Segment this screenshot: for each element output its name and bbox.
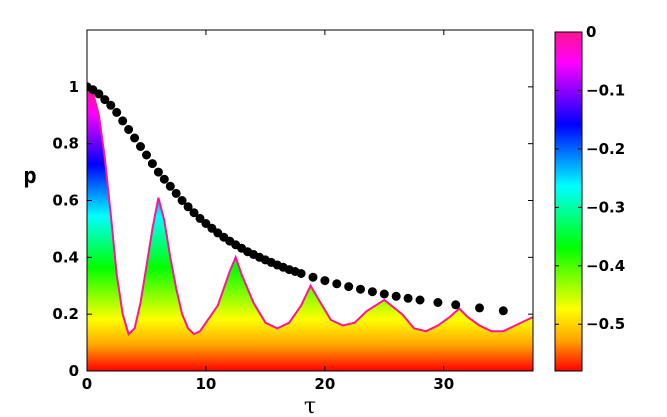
scatter-point [183,202,193,212]
scatter-point [356,284,365,294]
x-tick-label: 30 [433,375,454,393]
y-axis-ticks: 0 0.2 0.4 0.6 0.8 1 [52,78,533,380]
colorbar-tick-label: −0.4 [586,257,625,275]
colorbar-ticks: 0 −0.1 −0.2 −0.3 −0.4 −0.5 [555,23,625,333]
scatter-point [415,295,425,305]
y-tick-label: 0.8 [52,135,79,153]
scatter-point [165,181,175,191]
scatter-point [498,306,508,316]
y-tick-label: 0 [69,362,79,380]
colorbar-tick-label: −0.3 [586,198,625,216]
scatter-point [130,133,140,143]
filled-envelope-layer [87,86,533,371]
scatter-point [136,142,145,151]
scatter-point [159,174,169,184]
scatter-point [112,107,122,117]
scatter-point [201,219,211,228]
scatter-point [308,272,318,282]
scatter-dots-layer [87,82,508,316]
x-tick-label: 0 [82,375,92,393]
scatter-point [177,196,187,205]
colorbar [554,31,583,372]
scatter-point [195,213,205,223]
colorbar-tick-label: −0.2 [586,140,625,158]
colorbar-tick-label: −0.5 [586,315,625,333]
scatter-point [171,188,181,198]
envelope-top-edge [87,86,533,336]
x-tick-label: 20 [314,375,335,393]
scatter-point [379,289,389,299]
scatter-point [391,291,401,301]
scatter-point [100,95,110,105]
scatter-point [403,293,413,303]
scatter-point [189,208,199,218]
scatter-point [153,167,163,177]
y-tick-label: 0.2 [52,305,79,323]
scatter-point [344,282,354,292]
colorbar-tick-label: 0 [586,23,596,41]
scatter-point [475,303,484,313]
scatter-point [106,100,116,110]
y-tick-label: 0.6 [52,192,79,210]
x-tick-label: 10 [195,375,216,393]
x-axis-ticks: 0 10 20 30 [82,30,454,393]
scatter-point [320,276,330,286]
scatter-point [367,287,377,297]
scatter-point [296,269,306,278]
scatter-point [118,116,128,126]
y-axis-label: p [23,164,36,189]
scatter-point [332,279,342,289]
scatter-point [142,150,151,160]
x-axis-label: τ [304,394,316,417]
scatter-point [451,300,461,310]
scatter-point [433,298,443,307]
colorbar-tick-label: −0.1 [586,81,625,99]
filled-envelope-area [87,86,533,371]
y-tick-label: 1 [69,78,79,96]
scatter-point [94,89,104,99]
scatter-point [147,159,157,169]
y-tick-label: 0.4 [52,248,79,266]
scatter-point [124,125,134,134]
